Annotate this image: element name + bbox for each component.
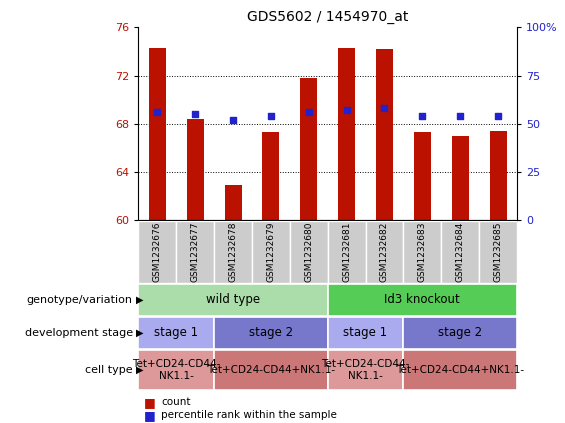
Bar (403, 317, 517, 349)
Bar (441, 221, 479, 283)
Point (267, 113, 276, 119)
Point (153, 109, 162, 115)
Point (380, 105, 389, 112)
Text: ▶: ▶ (136, 365, 143, 375)
Text: Id3 knockout: Id3 knockout (384, 293, 460, 306)
Title: GDS5602 / 1454970_at: GDS5602 / 1454970_at (247, 10, 408, 24)
Text: GSM1232680: GSM1232680 (305, 222, 313, 282)
Text: GSM1232681: GSM1232681 (342, 222, 351, 282)
Text: count: count (161, 397, 190, 407)
Text: Tet+CD24-CD44+NK1.1-: Tet+CD24-CD44+NK1.1- (207, 365, 335, 375)
Point (494, 113, 503, 119)
Point (305, 109, 314, 115)
Text: cell type: cell type (85, 365, 133, 375)
Bar (366, 221, 403, 283)
Bar (489, 131, 507, 220)
Bar (138, 284, 328, 316)
Text: Tet+CD24-CD44-
NK1.1-: Tet+CD24-CD44- NK1.1- (132, 359, 220, 381)
Bar (149, 48, 166, 220)
Text: GSM1232678: GSM1232678 (229, 222, 237, 282)
Text: GSM1232683: GSM1232683 (418, 222, 427, 282)
Text: stage 1: stage 1 (344, 326, 388, 339)
Text: GSM1232676: GSM1232676 (153, 222, 162, 282)
Text: stage 2: stage 2 (438, 326, 483, 339)
Bar (138, 350, 214, 390)
Bar (403, 350, 517, 390)
Text: GSM1232677: GSM1232677 (191, 222, 199, 282)
Text: percentile rank within the sample: percentile rank within the sample (161, 410, 337, 420)
Bar (138, 317, 214, 349)
Bar (376, 49, 393, 220)
Bar (479, 221, 517, 283)
Bar (252, 221, 290, 283)
Bar (290, 221, 328, 283)
Bar (414, 132, 431, 220)
Text: Tet+CD24-CD44+NK1.1-: Tet+CD24-CD44+NK1.1- (396, 365, 524, 375)
Text: ▶: ▶ (136, 328, 143, 338)
Text: stage 2: stage 2 (249, 326, 293, 339)
Point (228, 116, 238, 123)
Text: ▶: ▶ (136, 295, 143, 305)
Text: stage 1: stage 1 (154, 326, 198, 339)
Bar (262, 132, 280, 220)
Point (418, 113, 427, 119)
Text: wild type: wild type (206, 293, 260, 306)
Bar (214, 350, 328, 390)
Bar (338, 48, 355, 220)
Bar (214, 317, 328, 349)
Text: GSM1232684: GSM1232684 (456, 222, 464, 282)
Bar (224, 185, 242, 220)
Point (342, 107, 351, 114)
Bar (328, 317, 403, 349)
Bar (328, 350, 403, 390)
Text: development stage: development stage (25, 328, 133, 338)
Bar (214, 221, 252, 283)
Bar (328, 284, 517, 316)
Text: GSM1232679: GSM1232679 (267, 222, 275, 282)
Text: genotype/variation: genotype/variation (27, 295, 133, 305)
Text: Tet+CD24-CD44-
NK1.1-: Tet+CD24-CD44- NK1.1- (321, 359, 410, 381)
Text: ■: ■ (144, 396, 156, 409)
Text: GSM1232682: GSM1232682 (380, 222, 389, 282)
Bar (300, 78, 318, 220)
Text: ■: ■ (144, 409, 156, 422)
Bar (451, 136, 469, 220)
Bar (328, 221, 366, 283)
Point (456, 113, 465, 119)
Bar (176, 221, 214, 283)
Bar (138, 221, 176, 283)
Bar (403, 221, 441, 283)
Point (191, 111, 200, 118)
Bar (186, 119, 204, 220)
Text: GSM1232685: GSM1232685 (494, 222, 502, 282)
